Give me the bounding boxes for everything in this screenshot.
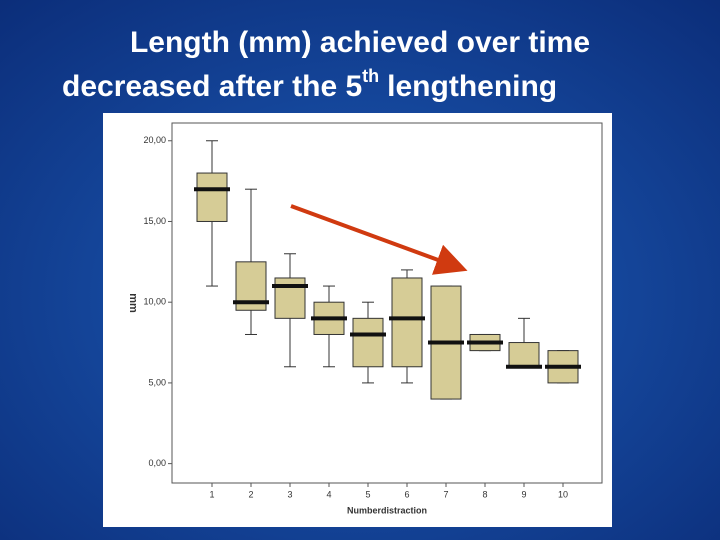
box	[352, 317, 384, 368]
box	[508, 342, 540, 368]
x-tick-label: 8	[482, 489, 487, 499]
y-tick-label: 20,00	[143, 135, 166, 145]
trend-arrow	[290, 204, 468, 275]
title-line2-start: decreased after the 5	[62, 70, 362, 103]
plot-frame	[171, 122, 603, 484]
box	[391, 277, 423, 368]
x-axis-label: Numberdistraction	[347, 505, 427, 515]
y-tick-label: 15,00	[143, 216, 166, 226]
x-tick-label: 5	[365, 489, 370, 499]
title-line2-end: lengthening	[387, 70, 557, 103]
title-superscript: th	[362, 66, 379, 86]
y-tick-label: 10,00	[143, 297, 166, 307]
x-tick-label: 2	[248, 489, 253, 499]
x-tick-label: 4	[326, 489, 331, 499]
y-tick-label: 5,00	[148, 377, 166, 387]
x-tick-label: 7	[443, 489, 448, 499]
title-line2: decreased after the 5th lengthening	[62, 66, 557, 103]
x-tick-label: 6	[404, 489, 409, 499]
box	[196, 172, 228, 222]
x-tick-label: 9	[521, 489, 526, 499]
x-tick-label: 3	[287, 489, 292, 499]
title-line1: Length (mm) achieved over time	[130, 26, 590, 59]
box	[274, 277, 306, 319]
y-tick-label: 0,00	[148, 458, 166, 468]
y-axis-label: mm	[127, 293, 139, 313]
x-tick-label: 10	[558, 489, 568, 499]
x-tick-label: 1	[209, 489, 214, 499]
